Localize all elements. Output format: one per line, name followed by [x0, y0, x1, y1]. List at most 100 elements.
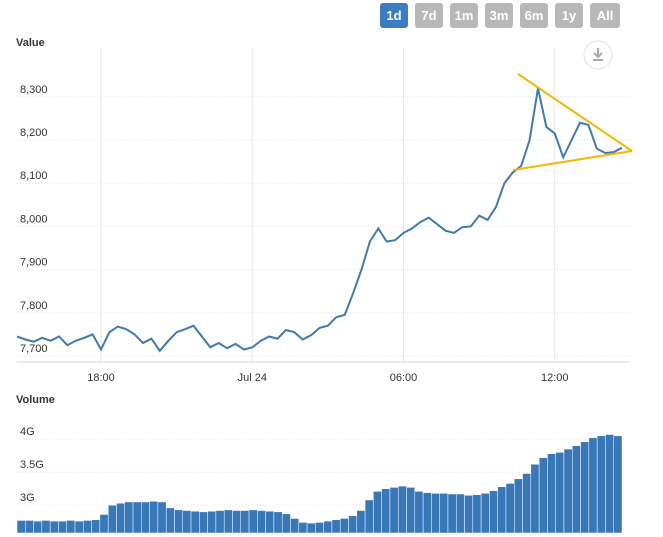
range-button-bg[interactable] [485, 3, 513, 28]
volume-bar [165, 507, 175, 534]
volume-bar [514, 478, 523, 534]
volume-bar [489, 490, 498, 534]
volume-bar [99, 514, 109, 534]
range-button-bg[interactable] [590, 3, 620, 28]
volume-bar [41, 520, 51, 534]
volume-bar [464, 495, 474, 534]
volume-bar [33, 520, 43, 534]
volume-bar [157, 501, 167, 534]
volume-bar [199, 511, 208, 534]
y-axis-title: Value [16, 37, 45, 49]
volume-bar [149, 501, 159, 534]
volume-bar [323, 520, 333, 534]
volume-bar [472, 494, 482, 534]
volume-bar [389, 487, 399, 534]
price-line [16, 87, 623, 353]
range-button-bg[interactable] [450, 3, 478, 28]
volume-bar [240, 510, 250, 534]
volume-bar [497, 486, 507, 534]
volume-bar [530, 464, 540, 534]
volume-bar [107, 504, 117, 534]
x-tick-label: 12:00 [541, 372, 569, 384]
volume-bar [265, 510, 275, 534]
volume-bar [58, 520, 67, 534]
range-button[interactable]: 1y [555, 3, 583, 28]
range-button-label[interactable]: 1y [562, 8, 577, 23]
x-tick-label: 06:00 [390, 372, 418, 384]
range-button[interactable]: 6m [520, 3, 548, 28]
volume-bar [91, 519, 101, 534]
range-button-bg[interactable] [380, 3, 408, 28]
volume-bar [273, 511, 283, 534]
range-button-label[interactable]: 1d [386, 8, 401, 23]
range-button[interactable]: 3m [485, 3, 513, 28]
range-button-label[interactable]: 1m [455, 8, 474, 23]
volume-bar [522, 473, 532, 534]
volume-bar [439, 493, 449, 534]
volume-bar [331, 519, 341, 534]
volume-bar [505, 483, 515, 534]
volume-bar [49, 520, 59, 534]
volume-bar [605, 434, 614, 534]
volume-bar [190, 510, 200, 534]
volume-bar [538, 457, 548, 534]
y-tick-label: 7,700 [20, 343, 48, 355]
volume-bar [215, 510, 225, 534]
volume-bar [74, 520, 84, 534]
volume-bar [232, 510, 242, 534]
pennant-annotation [512, 73, 633, 171]
volume-bar [588, 437, 598, 534]
range-button-bg[interactable] [415, 3, 443, 28]
range-button-bg[interactable] [520, 3, 548, 28]
volume-bar [447, 493, 457, 534]
volume-bar [480, 493, 490, 534]
y-tick-label: 8,300 [20, 84, 48, 96]
volume-bar [414, 491, 424, 534]
volume-bar [66, 520, 76, 534]
volume-bar [298, 522, 308, 534]
volume-bar [132, 501, 142, 534]
volume-bar [580, 441, 590, 534]
volume-bar [348, 515, 358, 534]
y-tick-label: 7,800 [20, 300, 48, 312]
volume-bar [182, 510, 192, 534]
range-button[interactable]: 1d [380, 3, 408, 28]
download-icon[interactable] [593, 48, 603, 61]
volume-bar [223, 509, 233, 534]
y-axis-title: Volume [16, 394, 55, 406]
volume-bar [555, 452, 565, 534]
volume-bar [315, 522, 324, 534]
range-button-label[interactable]: 3m [490, 8, 509, 23]
volume-bar [563, 448, 573, 534]
range-button-bg[interactable] [555, 3, 583, 28]
download-button[interactable] [583, 40, 613, 70]
x-tick-label: 18:00 [87, 372, 115, 384]
volume-bar [455, 493, 465, 534]
y-tick-label: 3.5G [20, 459, 44, 471]
y-tick-label: 3G [20, 492, 35, 504]
range-button[interactable]: 1m [450, 3, 478, 28]
volume-bar [381, 488, 391, 534]
y-tick-label: 4G [20, 426, 35, 438]
volume-bar [613, 435, 623, 534]
range-button-label[interactable]: All [597, 8, 614, 23]
range-button-label[interactable]: 7d [421, 8, 436, 23]
volume-bar [141, 501, 150, 534]
volume-bar [281, 513, 291, 534]
volume-bar [397, 485, 407, 534]
volume-bar [596, 435, 606, 534]
volume-bar [356, 510, 366, 534]
volume-bar [116, 503, 125, 534]
x-tick-label: Jul 24 [238, 372, 267, 384]
volume-bar [207, 510, 217, 534]
volume-bar [364, 499, 374, 534]
volume-bar [248, 509, 258, 534]
volume-bar [422, 492, 432, 534]
volume-bar [174, 509, 184, 534]
volume-bar [290, 518, 300, 534]
plot-layer: Value 7,700 7,800 7,900 8,000 8,100 8,200 8,300… [16, 37, 630, 534]
range-button-label[interactable]: 6m [525, 8, 544, 23]
range-button[interactable]: 7d [415, 3, 443, 28]
range-button[interactable]: All [590, 3, 620, 28]
volume-bar [83, 520, 92, 534]
